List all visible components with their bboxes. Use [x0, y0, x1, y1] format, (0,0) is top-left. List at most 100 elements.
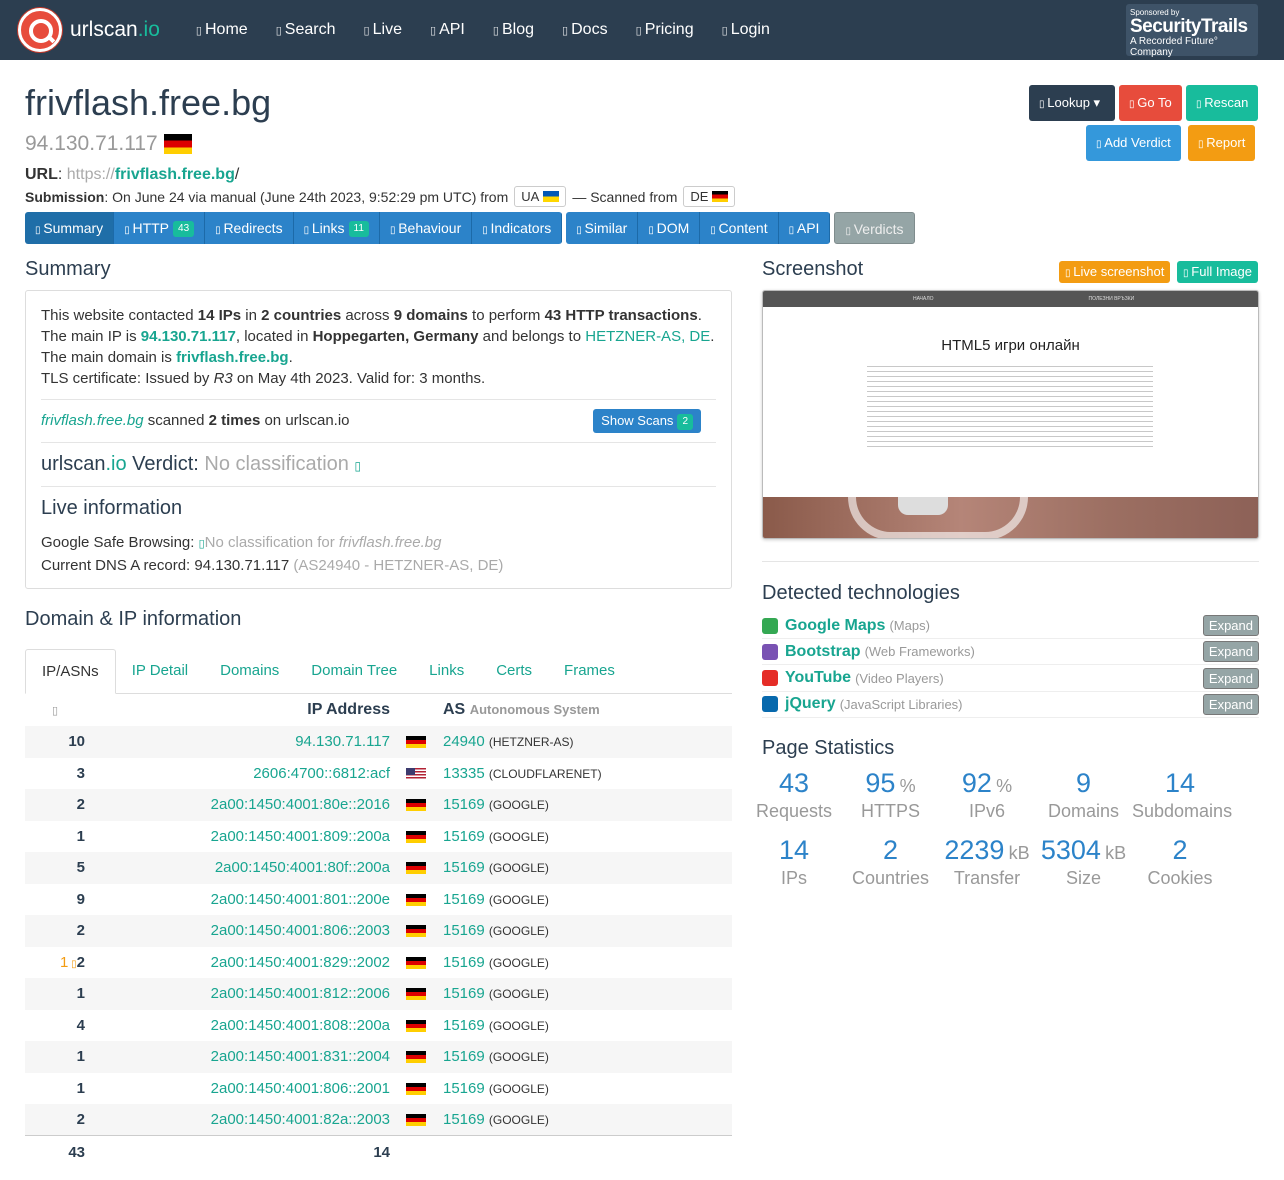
- tab-content[interactable]: Content: [700, 212, 779, 244]
- tab-behaviour[interactable]: Behaviour: [379, 212, 473, 244]
- tab-dom[interactable]: DOM: [638, 212, 701, 244]
- asn-link[interactable]: 15169: [443, 827, 485, 845]
- tab-http-label: HTTP: [132, 220, 170, 236]
- tech-name-link[interactable]: YouTube: [785, 669, 852, 687]
- ip-address-link[interactable]: 2a00:1450:4001:801::200e: [210, 890, 390, 908]
- ip-address-link[interactable]: 2a00:1450:4001:80f::200a: [85, 852, 398, 884]
- table-row: 10 94.130.71.117 24940 (HETZNER-AS): [25, 726, 732, 758]
- add-verdict-button[interactable]: Add Verdict: [1086, 125, 1181, 161]
- rescan-button[interactable]: Rescan: [1186, 85, 1259, 121]
- expand-button[interactable]: Expand: [1202, 641, 1259, 663]
- asn-link[interactable]: 15169: [443, 985, 485, 1003]
- nav-live[interactable]: Live: [350, 21, 416, 39]
- as-column-header: AS Autonomous System: [433, 694, 732, 726]
- url-scheme: https://: [66, 166, 115, 183]
- asn-link[interactable]: 15169: [443, 1016, 485, 1034]
- asn-link[interactable]: 15169: [443, 953, 485, 971]
- ip-address-link[interactable]: 2a00:1450:4001:812::2006: [85, 978, 398, 1010]
- as-cell: 15169 (GOOGLE): [433, 789, 732, 821]
- ip-address-link[interactable]: 2a00:1450:4001:806::2003: [85, 915, 398, 947]
- ip-address-link[interactable]: 2a00:1450:4001:80e::2016: [85, 789, 398, 821]
- live-info-heading: Live information: [41, 497, 183, 519]
- domain-ip-tabs: IP/ASNs IP Detail Domains Domain Tree Links C…: [25, 649, 732, 694]
- tab-domain-tree[interactable]: Domain Tree: [311, 662, 398, 679]
- scanned-from-label: — Scanned from: [572, 188, 678, 205]
- ip-address-link[interactable]: 2a00:1450:4001:831::2004: [85, 1041, 398, 1073]
- scanned-url: URL: https://frivflash.free.bg/: [25, 166, 240, 183]
- report-button[interactable]: Report: [1188, 125, 1256, 161]
- tab-similar[interactable]: Similar: [566, 212, 639, 244]
- ip-address-link[interactable]: 2a00:1450:4001:82a::2003: [85, 1104, 398, 1136]
- live-info: Google Safe Browsing: ▯No classification…: [41, 534, 504, 574]
- nav-login[interactable]: Login: [708, 21, 784, 39]
- expand-button[interactable]: Expand: [1202, 693, 1259, 715]
- ip-address-link[interactable]: 2a00:1450:4001:809::200a: [210, 827, 390, 845]
- stat-size: 5304 kB Size: [1036, 835, 1132, 889]
- source-country-code: UA: [521, 189, 540, 204]
- full-image-button[interactable]: Full Image: [1177, 261, 1258, 283]
- nav-search[interactable]: Search: [262, 21, 350, 39]
- goto-button[interactable]: Go To: [1119, 85, 1182, 121]
- url-domain-link[interactable]: frivflash.free.bg: [114, 166, 235, 183]
- asn-link[interactable]: HETZNER-AS, DE: [585, 328, 711, 345]
- tech-name-link[interactable]: jQuery: [785, 695, 836, 713]
- show-scans-button[interactable]: Show Scans 2: [593, 409, 701, 433]
- ip-address-link[interactable]: 2606:4700::6812:acf: [253, 764, 390, 782]
- asn-link[interactable]: 24940: [443, 733, 485, 751]
- page-screenshot[interactable]: НАЧАЛО ПОЛЕЗНИ ВРЪЗКИ HTML5 игри онлайн: [762, 290, 1259, 539]
- info-icon[interactable]: ▯: [354, 459, 362, 473]
- nav-pricing[interactable]: Pricing: [622, 21, 708, 39]
- ip-address-link[interactable]: 2a00:1450:4001:829::2002: [210, 953, 390, 971]
- nav-home[interactable]: Home: [182, 21, 262, 39]
- tab-links[interactable]: Links: [429, 662, 465, 679]
- lookup-button[interactable]: Lookup ▾: [1029, 85, 1115, 121]
- asn-link[interactable]: 15169: [443, 1048, 485, 1066]
- main-ip-link[interactable]: 94.130.71.117: [140, 328, 236, 345]
- url-label: URL: [25, 166, 58, 183]
- live-screenshot-button[interactable]: Live screenshot: [1059, 261, 1171, 283]
- sponsor-banner[interactable]: Sponsored by SecurityTrails A Recorded F…: [1126, 4, 1258, 58]
- tab-summary[interactable]: Summary: [25, 212, 115, 244]
- verdict-row: urlscan.io Verdict: No classification ▯: [41, 453, 362, 475]
- nav-docs[interactable]: Docs: [548, 21, 622, 39]
- nav-api[interactable]: API: [416, 21, 479, 39]
- request-count: 9: [76, 890, 85, 908]
- stat-label: Domains: [1047, 801, 1120, 821]
- ip-address-link[interactable]: 2a00:1450:4001:808::200a: [210, 1016, 390, 1034]
- asn-link[interactable]: 15169: [443, 859, 485, 877]
- as-name: (GOOGLE): [488, 861, 549, 876]
- tech-item: Bootstrap (Web Frameworks) Expand: [762, 639, 1259, 666]
- ip-address-link[interactable]: 94.130.71.117: [85, 726, 398, 758]
- asn-link[interactable]: 15169: [443, 890, 485, 908]
- nav-blog[interactable]: Blog: [479, 21, 548, 39]
- main-domain-link[interactable]: frivflash.free.bg: [176, 349, 289, 366]
- asn-link[interactable]: 15169: [443, 922, 485, 940]
- ip-address-link[interactable]: 2a00:1450:4001:806::2001: [210, 1079, 390, 1097]
- tech-name-link[interactable]: Bootstrap: [785, 642, 861, 660]
- expand-button[interactable]: Expand: [1202, 615, 1259, 636]
- tech-name-link[interactable]: Google Maps: [785, 616, 886, 634]
- tab-verdicts[interactable]: Verdicts: [834, 212, 915, 244]
- domain-scans-link[interactable]: frivflash.free.bg: [41, 412, 144, 429]
- tab-certs[interactable]: Certs: [496, 662, 533, 679]
- tab-redirects[interactable]: Redirects: [205, 212, 294, 244]
- asn-link[interactable]: 15169: [443, 796, 485, 814]
- asn-link[interactable]: 15169: [443, 1079, 485, 1097]
- tab-frames[interactable]: Frames: [564, 662, 615, 679]
- tab-api[interactable]: API: [778, 212, 831, 244]
- tab-indicators[interactable]: Indicators: [472, 212, 563, 244]
- expand-button[interactable]: Expand: [1202, 667, 1259, 689]
- germany-flag-icon: [405, 736, 426, 749]
- tab-domains[interactable]: Domains: [220, 662, 280, 679]
- tab-ip-detail[interactable]: IP Detail: [131, 662, 189, 679]
- as-cell: 24940 (HETZNER-AS): [433, 726, 732, 758]
- stat-value: 2239: [944, 835, 1005, 865]
- asn-link[interactable]: 15169: [443, 1111, 485, 1128]
- home-logo-link[interactable]: urlscan.io: [18, 8, 160, 52]
- stat-domains: 9 Domains: [1036, 768, 1132, 822]
- tab-ip-asns[interactable]: IP/ASNs: [25, 649, 116, 694]
- as-cell: 15169 (GOOGLE): [433, 821, 732, 853]
- asn-link[interactable]: 13335: [443, 764, 485, 782]
